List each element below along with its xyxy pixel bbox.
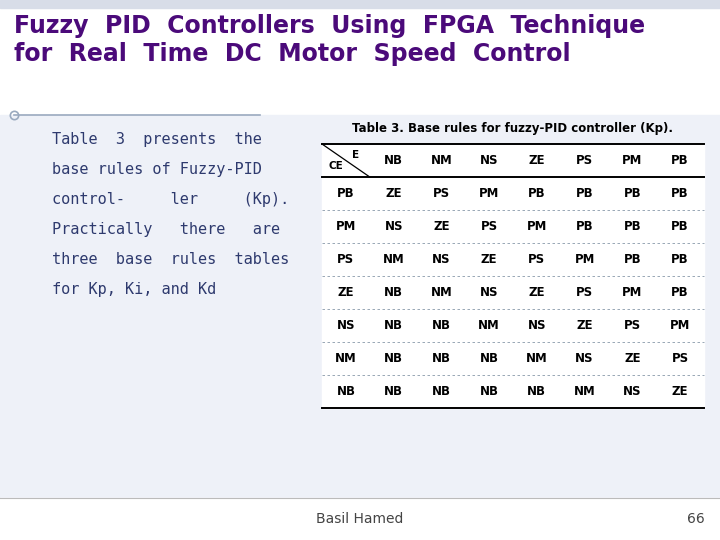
Text: base rules of Fuzzy-PID: base rules of Fuzzy-PID bbox=[52, 162, 262, 177]
Text: CE: CE bbox=[329, 161, 343, 171]
Text: PB: PB bbox=[576, 220, 593, 233]
Text: PB: PB bbox=[624, 187, 642, 200]
Text: PS: PS bbox=[576, 286, 593, 299]
Text: ZE: ZE bbox=[385, 187, 402, 200]
Text: PS: PS bbox=[433, 187, 450, 200]
Text: NS: NS bbox=[337, 319, 355, 332]
Text: for  Real  Time  DC  Motor  Speed  Control: for Real Time DC Motor Speed Control bbox=[14, 42, 571, 66]
Text: PB: PB bbox=[528, 187, 546, 200]
Text: ZE: ZE bbox=[577, 319, 593, 332]
Text: ZE: ZE bbox=[433, 220, 449, 233]
Text: PS: PS bbox=[576, 154, 593, 167]
Text: PS: PS bbox=[528, 253, 546, 266]
Text: Basil Hamed: Basil Hamed bbox=[316, 512, 404, 526]
Text: NM: NM bbox=[574, 385, 595, 398]
Text: PB: PB bbox=[624, 220, 642, 233]
Text: PM: PM bbox=[622, 286, 642, 299]
Text: NS: NS bbox=[384, 220, 403, 233]
Text: NB: NB bbox=[384, 385, 403, 398]
Text: NM: NM bbox=[431, 154, 452, 167]
Text: NM: NM bbox=[335, 352, 356, 365]
Text: PB: PB bbox=[576, 187, 593, 200]
Text: NB: NB bbox=[480, 385, 499, 398]
Text: PB: PB bbox=[671, 187, 689, 200]
Text: PM: PM bbox=[527, 220, 547, 233]
Text: for Kp, Ki, and Kd: for Kp, Ki, and Kd bbox=[52, 282, 216, 297]
Text: PS: PS bbox=[624, 319, 641, 332]
Bar bbox=[0, 0, 720, 8]
Text: PB: PB bbox=[671, 220, 689, 233]
Text: NB: NB bbox=[432, 319, 451, 332]
Text: PM: PM bbox=[622, 154, 642, 167]
Text: NB: NB bbox=[432, 385, 451, 398]
Text: NS: NS bbox=[528, 319, 546, 332]
Text: NB: NB bbox=[432, 352, 451, 365]
Text: NS: NS bbox=[432, 253, 451, 266]
Text: PS: PS bbox=[480, 220, 498, 233]
Text: three  base  rules  tables: three base rules tables bbox=[52, 252, 289, 267]
Text: NM: NM bbox=[526, 352, 548, 365]
Text: NB: NB bbox=[480, 352, 499, 365]
Text: ZE: ZE bbox=[481, 253, 498, 266]
Text: ZE: ZE bbox=[528, 286, 545, 299]
Text: PB: PB bbox=[671, 154, 689, 167]
Text: ZE: ZE bbox=[338, 286, 354, 299]
Text: NM: NM bbox=[478, 319, 500, 332]
Bar bbox=[0, 0, 720, 115]
Text: NM: NM bbox=[431, 286, 452, 299]
Text: NB: NB bbox=[384, 286, 403, 299]
Text: NM: NM bbox=[383, 253, 405, 266]
Text: PB: PB bbox=[624, 253, 642, 266]
Bar bbox=[322, 144, 704, 408]
Text: 66: 66 bbox=[687, 512, 705, 526]
Text: ZE: ZE bbox=[672, 385, 688, 398]
Text: NS: NS bbox=[623, 385, 642, 398]
Text: Practically   there   are: Practically there are bbox=[52, 222, 280, 237]
Text: NB: NB bbox=[384, 154, 403, 167]
Bar bbox=[0, 498, 720, 540]
Text: control-     ler     (Kp).: control- ler (Kp). bbox=[52, 192, 289, 207]
Text: NB: NB bbox=[384, 319, 403, 332]
Text: PB: PB bbox=[671, 286, 689, 299]
Text: NB: NB bbox=[384, 352, 403, 365]
Text: E: E bbox=[352, 150, 359, 159]
Text: Fuzzy  PID  Controllers  Using  FPGA  Technique: Fuzzy PID Controllers Using FPGA Techniq… bbox=[14, 14, 645, 38]
Text: Table 3. Base rules for fuzzy-PID controller (Kp).: Table 3. Base rules for fuzzy-PID contro… bbox=[353, 122, 673, 135]
Text: PS: PS bbox=[672, 352, 689, 365]
Text: NB: NB bbox=[527, 385, 546, 398]
Text: PB: PB bbox=[671, 253, 689, 266]
Text: PM: PM bbox=[670, 319, 690, 332]
Text: Table  3  presents  the: Table 3 presents the bbox=[52, 132, 262, 147]
Text: ZE: ZE bbox=[624, 352, 641, 365]
Text: ZE: ZE bbox=[528, 154, 545, 167]
Text: NS: NS bbox=[575, 352, 594, 365]
Text: PS: PS bbox=[337, 253, 354, 266]
Text: NS: NS bbox=[480, 286, 498, 299]
Text: PM: PM bbox=[575, 253, 595, 266]
Text: NB: NB bbox=[336, 385, 356, 398]
Text: PM: PM bbox=[479, 187, 499, 200]
Bar bbox=[0, 115, 720, 498]
Text: PB: PB bbox=[337, 187, 355, 200]
Text: PM: PM bbox=[336, 220, 356, 233]
Text: NS: NS bbox=[480, 154, 498, 167]
